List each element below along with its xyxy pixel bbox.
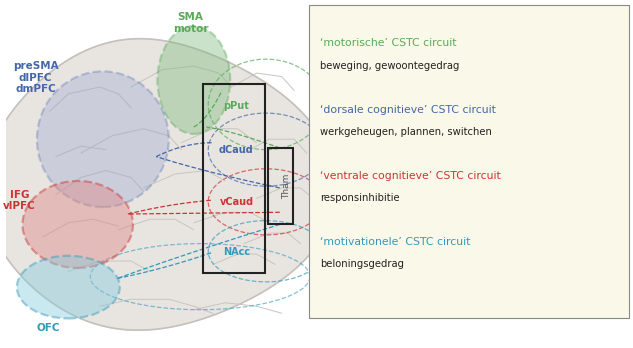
Ellipse shape [23,181,133,268]
Bar [203,84,265,273]
Bar [268,148,293,224]
Ellipse shape [37,71,169,207]
Text: ‘motorische’ CSTC circuit: ‘motorische’ CSTC circuit [320,39,456,48]
Text: ‘motivationele’ CSTC circuit: ‘motivationele’ CSTC circuit [320,237,470,247]
Ellipse shape [158,26,230,134]
Bar [309,5,629,318]
Text: IFG
vlPFC: IFG vlPFC [3,190,35,211]
Text: Tham: Tham [282,174,291,199]
Polygon shape [0,39,335,330]
Text: werkgeheugen, plannen, switchen: werkgeheugen, plannen, switchen [320,127,492,137]
Text: beweging, gewoontegedrag: beweging, gewoontegedrag [320,61,460,71]
Text: pPut: pPut [223,101,249,111]
Text: ‘dorsale cognitieve’ CSTC circuit: ‘dorsale cognitieve’ CSTC circuit [320,105,496,114]
Text: beloningsgedrag: beloningsgedrag [320,260,404,269]
Text: SMA
motor: SMA motor [173,12,208,34]
Text: vCaud: vCaud [220,197,254,207]
Text: dCaud: dCaud [219,145,254,155]
Text: preSMA
dlPFC
dmPFC: preSMA dlPFC dmPFC [13,61,58,94]
Text: responsinhibitie: responsinhibitie [320,193,399,203]
Text: ‘ventrale cognitieve’ CSTC circuit: ‘ventrale cognitieve’ CSTC circuit [320,171,501,181]
Text: OFC: OFC [37,323,60,333]
Ellipse shape [17,256,120,318]
Text: NAcc: NAcc [223,247,250,257]
